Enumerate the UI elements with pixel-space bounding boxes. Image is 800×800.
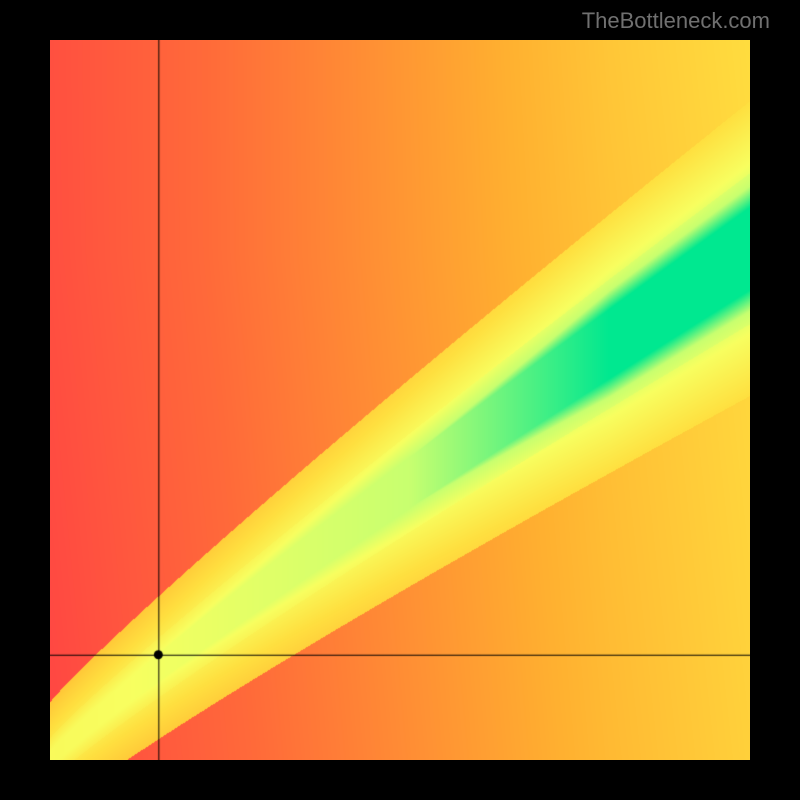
watermark-text: TheBottleneck.com: [582, 8, 770, 34]
bottleneck-heatmap: [50, 40, 750, 760]
heatmap-canvas: [50, 40, 750, 760]
